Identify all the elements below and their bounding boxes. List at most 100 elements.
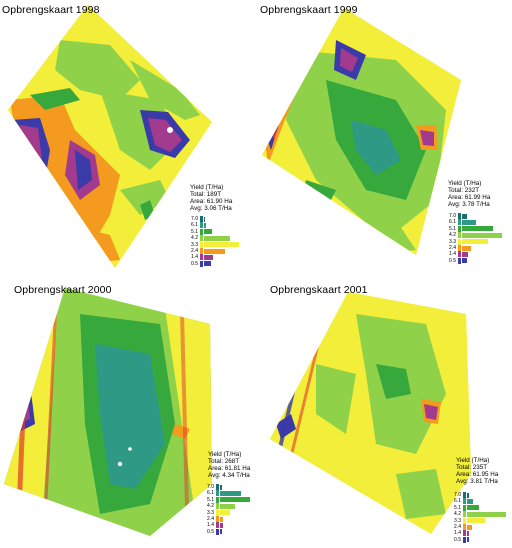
histogram-bar — [220, 529, 222, 535]
legend-class-label: 5.1 — [454, 504, 461, 511]
legend-row: 1.4 — [205, 522, 255, 529]
histogram-bar — [467, 518, 486, 524]
legend-class-label: 0.5 — [191, 260, 198, 267]
legend-swatch — [200, 228, 203, 235]
legend-swatch — [200, 248, 203, 254]
legend-row: 5.1 — [205, 496, 255, 503]
map-title: Opbrengskaart 2001 — [270, 284, 368, 296]
legend-row: 5.1 — [189, 228, 253, 235]
histogram-bar — [467, 524, 472, 530]
legend-class-label: 1.4 — [191, 254, 198, 261]
legend-swatch — [463, 498, 466, 505]
histogram-bar — [462, 213, 467, 219]
histogram-bar — [204, 242, 240, 248]
histogram-bar — [462, 251, 468, 257]
legend-class-label: 3.3 — [454, 517, 461, 524]
legend-row: 3.3 — [447, 238, 511, 245]
legend-row: 4.2 — [447, 232, 511, 239]
legend-swatch — [458, 213, 461, 219]
legend-class-label: 4.2 — [191, 235, 198, 242]
legend-class-label: 7.0 — [207, 484, 214, 490]
legend-class-label: 6.1 — [454, 498, 461, 505]
panel-1998: Opbrengskaart 1998 Yield (T/Ha) Total: 1… — [0, 0, 256, 274]
legend-swatch — [463, 492, 466, 498]
yield-legend: 7.0 6.1 5.1 4.2 3.3 2.4 1.4 0.5 — [447, 213, 511, 265]
legend-class-label: 1.4 — [454, 530, 461, 537]
legend-row: 7.0 — [189, 216, 253, 222]
yield-legend: 7.0 6.1 5.1 4.2 3.3 2.4 1.4 0.5 — [189, 216, 253, 268]
histogram-bar — [220, 503, 235, 509]
yield-map-1998 — [8, 5, 212, 268]
legend-class-label: 2.4 — [207, 516, 214, 522]
legend-swatch — [463, 511, 466, 518]
histogram-bar — [462, 219, 477, 225]
legend-row: 2.4 — [447, 245, 511, 251]
histogram-bar — [462, 232, 502, 238]
legend-swatch — [458, 219, 461, 226]
legend-row: 1.4 — [189, 254, 253, 261]
legend-row: 3.3 — [189, 241, 253, 248]
legend-row: 6.1 — [447, 219, 511, 226]
histogram-bar — [220, 510, 230, 516]
legend-row: 3.3 — [205, 509, 255, 516]
legend-class-label: 6.1 — [207, 490, 214, 497]
legend-row: 5.1 — [447, 225, 511, 232]
legend-row: 7.0 — [447, 213, 511, 219]
legend-class-label: 0.5 — [207, 528, 214, 535]
legend-swatch — [216, 503, 219, 510]
legend-row: 5.1 — [452, 504, 510, 511]
histogram-bar — [462, 239, 488, 245]
legend-class-label: 3.3 — [449, 238, 456, 245]
yield-stats: Yield (T/Ha) Total: 232T Area: 61.99 Ha … — [448, 180, 491, 208]
histogram-bar — [220, 497, 250, 503]
panel-1999: Opbrengskaart 1999 Yield (T/Ha) Total: 2… — [256, 0, 512, 274]
legend-class-label: 6.1 — [449, 219, 456, 226]
legend-class-label: 1.4 — [449, 251, 456, 258]
legend-class-label: 4.2 — [454, 511, 461, 518]
histogram-bar — [467, 505, 480, 511]
legend-swatch — [200, 254, 203, 261]
yield-map-2000 — [4, 288, 212, 536]
legend-swatch — [458, 238, 461, 245]
legend-class-label: 2.4 — [454, 524, 461, 530]
yield-legend: 7.0 6.1 5.1 4.2 3.3 2.4 1.4 0.5 — [205, 484, 255, 536]
legend-swatch — [200, 235, 203, 242]
legend-swatch — [458, 225, 461, 232]
yield-legend: 7.0 6.1 5.1 4.2 3.3 2.4 1.4 0.5 — [452, 492, 510, 544]
map-title: Opbrengskaart 1998 — [2, 4, 100, 16]
histogram-bar — [204, 216, 205, 222]
legend-class-label: 2.4 — [449, 245, 456, 251]
legend-row: 1.4 — [452, 530, 510, 537]
legend-class-label: 3.3 — [191, 241, 198, 248]
legend-swatch — [458, 257, 461, 264]
panel-2000: Opbrengskaart 2000 Yield (T/Ha) Total: 2… — [0, 274, 256, 548]
histogram-bar — [467, 530, 470, 536]
legend-swatch — [200, 222, 203, 229]
histogram-bar — [467, 537, 469, 543]
histogram-bar — [204, 235, 230, 241]
legend-row: 4.2 — [205, 503, 255, 510]
legend-swatch — [216, 516, 219, 522]
legend-class-label: 5.1 — [449, 225, 456, 232]
histogram-bar — [220, 490, 242, 496]
legend-swatch — [463, 536, 466, 543]
legend-row: 6.1 — [189, 222, 253, 229]
legend-class-label: 6.1 — [191, 222, 198, 229]
yield-stats: Yield (T/Ha) Total: 268T Area: 61.81 Ha … — [208, 451, 251, 479]
legend-swatch — [216, 528, 219, 535]
legend-class-label: 7.0 — [449, 213, 456, 219]
map-title: Opbrengskaart 2000 — [14, 284, 112, 296]
legend-row: 3.3 — [452, 517, 510, 524]
legend-class-label: 3.3 — [207, 509, 214, 516]
legend-class-label: 7.0 — [191, 216, 198, 222]
histogram-bar — [220, 522, 223, 528]
legend-row: 2.4 — [452, 524, 510, 530]
histogram-bar — [467, 498, 474, 504]
legend-swatch — [458, 232, 461, 239]
legend-row: 0.5 — [447, 257, 511, 264]
legend-row: 7.0 — [452, 492, 510, 498]
histogram-bar — [467, 511, 506, 517]
histogram-bar — [462, 245, 472, 251]
yield-stats: Yield (T/Ha) Total: 189T Area: 61.90 Ha … — [190, 184, 233, 212]
legend-swatch — [216, 496, 219, 503]
